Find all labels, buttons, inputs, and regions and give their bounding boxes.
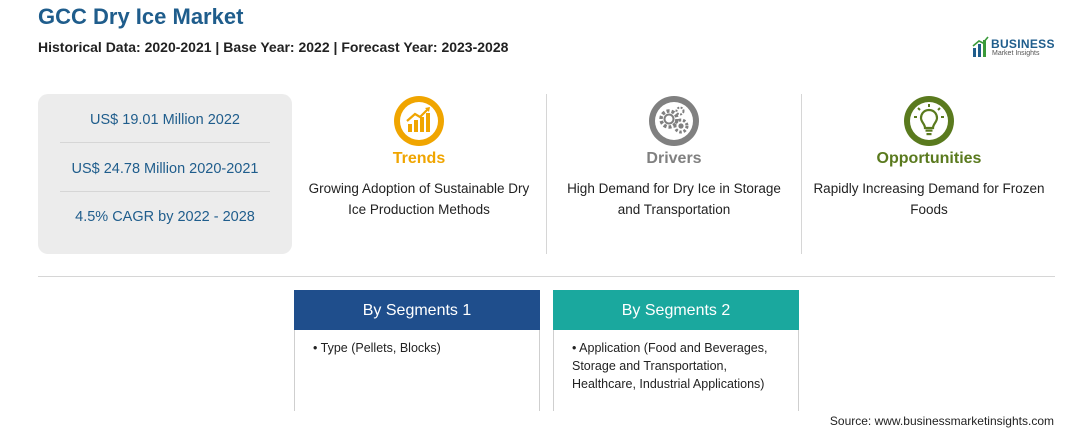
logo-wordmark: BUSINESS [991,37,1055,51]
trends-column: Trends Growing Adoption of Sustainable D… [292,94,546,254]
drivers-heading: Drivers [646,150,702,167]
stat-market-size-2022: US$ 19.01 Million 2022 [90,112,240,128]
stats-panel: US$ 19.01 Million 2022 US$ 24.78 Million… [38,94,292,254]
column-divider [546,94,547,254]
section-divider [38,276,1055,277]
logo-tagline: Market Insights [992,50,1040,57]
segment-1-item: • Type (Pellets, Blocks) [313,341,441,355]
page-subtitle: Historical Data: 2020-2021 | Base Year: … [38,39,509,55]
drivers-column: Drivers High Demand for Dry Ice in Stora… [547,94,801,254]
segment-1-heading: By Segments 1 [294,290,540,330]
segment-2-item: • Application (Food and Beverages, Stora… [572,341,768,391]
column-divider [801,94,802,254]
trends-heading: Trends [392,150,446,167]
chart-growth-icon [394,96,444,146]
opportunities-heading: Opportunities [876,150,982,167]
opportunities-column: Opportunities Rapidly Increasing Demand … [802,94,1056,254]
segment-2-heading: By Segments 2 [553,290,799,330]
opportunities-description: Rapidly Increasing Demand for Frozen Foo… [813,181,1045,217]
segment-card-2: By Segments 2 • Application (Food and Be… [553,290,799,411]
drivers-description: High Demand for Dry Ice in Storage and T… [567,181,781,217]
stat-divider [60,142,270,143]
stat-cagr: 4.5% CAGR by 2022 - 2028 [75,209,255,225]
gears-icon [649,96,699,146]
segment-card-1: By Segments 1 • Type (Pellets, Blocks) [294,290,540,411]
segment-1-body: • Type (Pellets, Blocks) [294,330,540,411]
stat-market-size-historical: US$ 24.78 Million 2020-2021 [71,161,259,177]
logo-bars-icon [972,36,989,57]
page-title: GCC Dry Ice Market [38,4,244,29]
trends-description: Growing Adoption of Sustainable Dry Ice … [308,181,530,217]
brand-logo: BUSINESS Market Insights [972,36,1062,62]
source-note: Source: www.businessmarketinsights.com [829,414,1054,428]
lightbulb-icon [904,96,954,146]
segment-2-body: • Application (Food and Beverages, Stora… [553,330,799,411]
stat-divider [60,191,270,192]
